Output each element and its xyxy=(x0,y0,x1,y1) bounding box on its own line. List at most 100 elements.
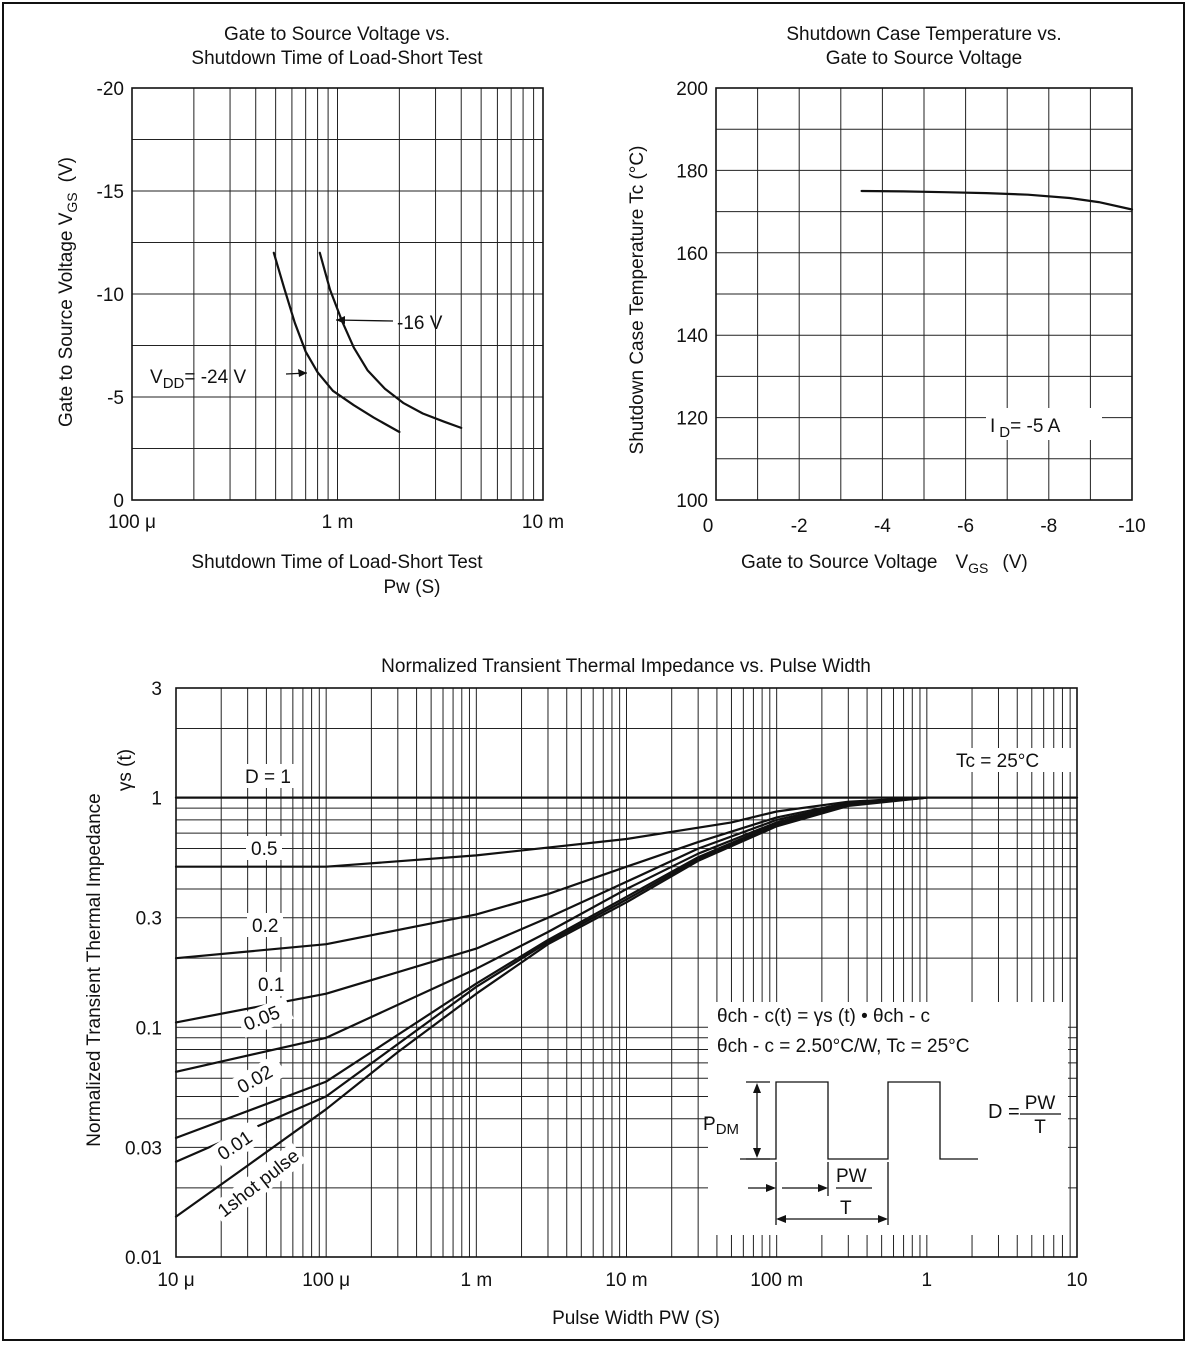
c2-title-line2: Gate to Source Voltage xyxy=(826,48,1022,69)
c2-ytick-label: 200 xyxy=(676,79,708,100)
c2-ytick-label: 140 xyxy=(676,326,708,347)
c3-label-d002-bg xyxy=(229,1054,287,1102)
c2-xlabel-sub: GS xyxy=(968,560,988,576)
c3-label-d01: 0.1 xyxy=(258,975,284,996)
chart-vgs-vs-shutdown-time: 100 μ 1 m 10 m 0 -5 -10 -15 -20 Gate to Source … xyxy=(56,24,564,598)
c3-label-d1: D = 1 xyxy=(245,767,291,788)
c3-label-d002-group: 0.02 xyxy=(229,1054,287,1102)
c3-plot-frame xyxy=(175,687,1078,1258)
c1-ytick-label: -20 xyxy=(97,79,124,100)
c2-xtick-label: -6 xyxy=(957,516,974,537)
c2-xtick-label: -10 xyxy=(1118,516,1145,537)
c1-plot-frame xyxy=(131,87,544,501)
c1-title-line1: Gate to Source Voltage vs. xyxy=(224,24,450,45)
c3-inset-pulse-train xyxy=(740,1081,978,1160)
c3-inset-d-num: PW xyxy=(1025,1093,1056,1114)
c3-series-7 xyxy=(174,796,928,1218)
c3-ytick-label: 0.3 xyxy=(136,909,162,930)
c3-ytick-label: 3 xyxy=(151,679,162,700)
c3-label-single-bg xyxy=(209,1142,307,1226)
c1-ylabel-sub: GS xyxy=(64,192,80,212)
c3-label-d01-bg xyxy=(253,972,289,996)
c3-xtick-label: 100 μ xyxy=(302,1270,350,1291)
c3-ytick-label: 0.1 xyxy=(136,1018,162,1039)
c3-label-d1-bg xyxy=(238,764,298,788)
c1-xtick-label: 10 m xyxy=(522,512,564,533)
c3-label-d05: 0.5 xyxy=(251,839,277,860)
c1-xtick-label: 100 μ xyxy=(108,512,156,533)
c3-title: Normalized Transient Thermal Impedance v… xyxy=(381,656,871,677)
c2-ytick-label: 160 xyxy=(676,244,708,265)
c2-label-id-rest: = -5 A xyxy=(1010,416,1060,437)
c3-ylabel-line1: Normalized Transient Thermal Impedance xyxy=(84,793,105,1146)
c3-inset-d-den: T xyxy=(1034,1117,1046,1138)
c1-ylabel-unit: (V) xyxy=(56,157,77,182)
c1-label-vdd24: VDD= -24 V xyxy=(150,367,246,392)
chart-tc-vs-vgs: 0 -2 -4 -6 -8 -10 100 120 140 160 180 200 Shutdown … xyxy=(627,24,1146,576)
c1-series-1 xyxy=(318,251,463,429)
c1-xlabel-line2: Pw (S) xyxy=(384,577,441,598)
c3-ytick-label: 1 xyxy=(151,789,162,810)
c3-inset-pdm: PDM xyxy=(703,1114,739,1138)
c3-label-d005-group: 0.05 xyxy=(236,996,294,1039)
c2-xlabel: Gate to Source Voltage VGS (V) xyxy=(741,552,1028,576)
c1-ytick-label: -15 xyxy=(97,182,124,203)
c2-xlabel-text: Gate to Source Voltage xyxy=(741,552,937,573)
c3-inset-pdm-prefix: P xyxy=(703,1114,716,1135)
c1-ytick-label: -10 xyxy=(97,285,124,306)
c1-arrow-16v-line xyxy=(335,319,394,322)
c3-xtick-label: 100 m xyxy=(750,1270,803,1291)
c2-label-id-sub: D xyxy=(999,424,1010,441)
c3-xtick-label: 1 m xyxy=(460,1270,492,1291)
c3-ylabel-line2: γs (t) xyxy=(115,749,136,791)
c2-xtick-label: -2 xyxy=(791,516,808,537)
c2-series-0 xyxy=(860,189,1134,211)
c3-series-2 xyxy=(174,796,928,960)
c3-ytick-label: 0.01 xyxy=(125,1248,162,1269)
c1-arrow-16v-head xyxy=(336,316,345,324)
c3-label-tc: Tc = 25°C xyxy=(956,751,1039,772)
c3-label-d001-group: 0.01 xyxy=(209,1119,267,1169)
c3-inset-pdm-sub: DM xyxy=(716,1121,739,1138)
c3-label-tc-bg xyxy=(950,748,1072,772)
c2-label-id-bg xyxy=(986,408,1102,440)
c2-xlabel-unit: (V) xyxy=(1002,552,1027,573)
c1-ylabel: Gate to Source Voltage VGS (V) xyxy=(56,157,80,427)
c3-inset-eq1: θch - c(t) = γs (t) • θch - c xyxy=(717,1006,930,1027)
c1-xlabel-line1: Shutdown Time of Load-Short Test xyxy=(191,552,483,573)
c3-inset-pw-arrow-left-head xyxy=(766,1184,776,1192)
c3-series-1 xyxy=(174,796,928,868)
c3-label-d005-bg xyxy=(236,996,294,1039)
c3-xtick-label: 10 m xyxy=(605,1270,647,1291)
c2-xtick-label: 0 xyxy=(703,516,714,537)
c2-xlabel-sym: V xyxy=(955,552,968,573)
c1-label-vdd24-prefix: V xyxy=(150,367,163,388)
c1-ylabel-text: Gate to Source Voltage V xyxy=(56,212,77,427)
c3-label-d05-bg xyxy=(246,836,282,860)
c2-xtick-label: -8 xyxy=(1040,516,1057,537)
c1-label-vdd24-sub: DD xyxy=(163,375,185,392)
c3-label-d001-bg xyxy=(209,1119,267,1169)
c3-xtick-label: 1 xyxy=(922,1270,933,1291)
c2-title-line1: Shutdown Case Temperature vs. xyxy=(786,24,1061,45)
c3-ytick-label: 0.03 xyxy=(125,1138,162,1159)
c3-series-6 xyxy=(174,796,928,1163)
c1-label-vdd24-rest: = -24 V xyxy=(184,367,246,388)
c1-arrow-vdd24-head xyxy=(298,369,307,377)
c3-inset-d-eq: D = xyxy=(988,1101,1020,1123)
c2-plot-frame xyxy=(715,87,1133,501)
c3-inset-pw: PW xyxy=(836,1166,867,1187)
c1-ytick-label: 0 xyxy=(113,491,124,512)
c3-xlabel: Pulse Width PW (S) xyxy=(552,1308,720,1329)
chart-thermal-impedance: 10 μ 100 μ 1 m 10 m 100 m 1 10 0.01 0.03 0.1 0.3 1 3… xyxy=(84,656,1088,1329)
c1-label-16v: -16 V xyxy=(397,313,443,334)
c2-xtick-label: -4 xyxy=(874,516,891,537)
c3-inset-pw-arrow-mid-head xyxy=(818,1184,828,1192)
c3-xtick-label: 10 μ xyxy=(157,1270,194,1291)
c3-inset-t: T xyxy=(840,1198,852,1219)
c1-title-line2: Shutdown Time of Load-Short Test xyxy=(191,48,483,69)
c2-ytick-label: 180 xyxy=(676,161,708,182)
